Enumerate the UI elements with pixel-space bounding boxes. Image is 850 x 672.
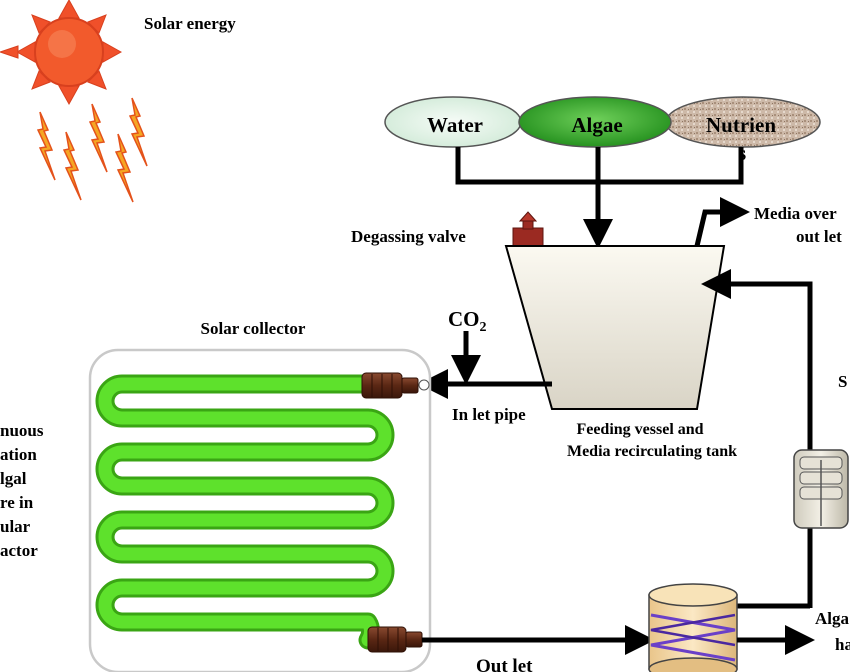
- left-caption-line5: ular: [0, 517, 31, 536]
- feeding-tank: [504, 245, 726, 410]
- media-overflow-arrow: [694, 197, 750, 247]
- algae-harvest-label-line2: ha: [835, 635, 850, 654]
- right-edge-label-s: S: [838, 372, 847, 391]
- tank-label-line1: Feeding vessel and: [576, 421, 703, 438]
- media-overflow-label-line2: out let: [796, 227, 842, 246]
- solar-collector-tube-highlight: [98, 377, 392, 647]
- harvester-vessel: [648, 583, 738, 672]
- lightning-icon: [114, 133, 134, 203]
- left-caption: nuous ation lgal re in ular actor: [0, 421, 44, 560]
- outlet-label: Out let: [476, 656, 533, 672]
- left-caption-line1: nuous: [0, 421, 44, 440]
- feed-lines: [455, 147, 744, 249]
- algae-label: Algae: [571, 113, 622, 137]
- media-overflow-label-line1: Media over: [754, 204, 837, 223]
- degassing-valve-label: Degassing valve: [351, 227, 466, 246]
- lightning-icon: [36, 111, 56, 181]
- lightning-icon: [128, 97, 148, 167]
- inlet-connector-icon: [361, 372, 430, 399]
- solar-energy-label: Solar energy: [144, 14, 236, 33]
- nutrients-label-line1: Nutrien: [706, 113, 776, 137]
- algae-input: Algae: [518, 96, 672, 148]
- degassing-valve-icon: [512, 211, 544, 247]
- water-input: Water: [384, 96, 522, 148]
- pump-icon: [793, 449, 849, 529]
- tank-label-line2: Media recirculating tank: [567, 443, 737, 460]
- solar-collector-label: Solar collector: [201, 319, 306, 338]
- lightning-icon: [62, 131, 82, 201]
- left-caption-line4: re in: [0, 493, 34, 512]
- left-caption-line3: lgal: [0, 469, 27, 488]
- left-caption-line2: ation: [0, 445, 37, 464]
- water-label: Water: [427, 113, 483, 137]
- algae-harvest-label-line1: Alga: [815, 609, 850, 628]
- lightning-icon: [88, 103, 108, 173]
- co2-label: CO2: [448, 307, 487, 335]
- sun-icon: [0, 0, 123, 106]
- left-caption-line6: actor: [0, 541, 38, 560]
- inlet-pipe-label: In let pipe: [452, 405, 526, 424]
- lightning-bolts: [36, 97, 148, 203]
- nutrients-input: Nutrien s: [665, 96, 821, 165]
